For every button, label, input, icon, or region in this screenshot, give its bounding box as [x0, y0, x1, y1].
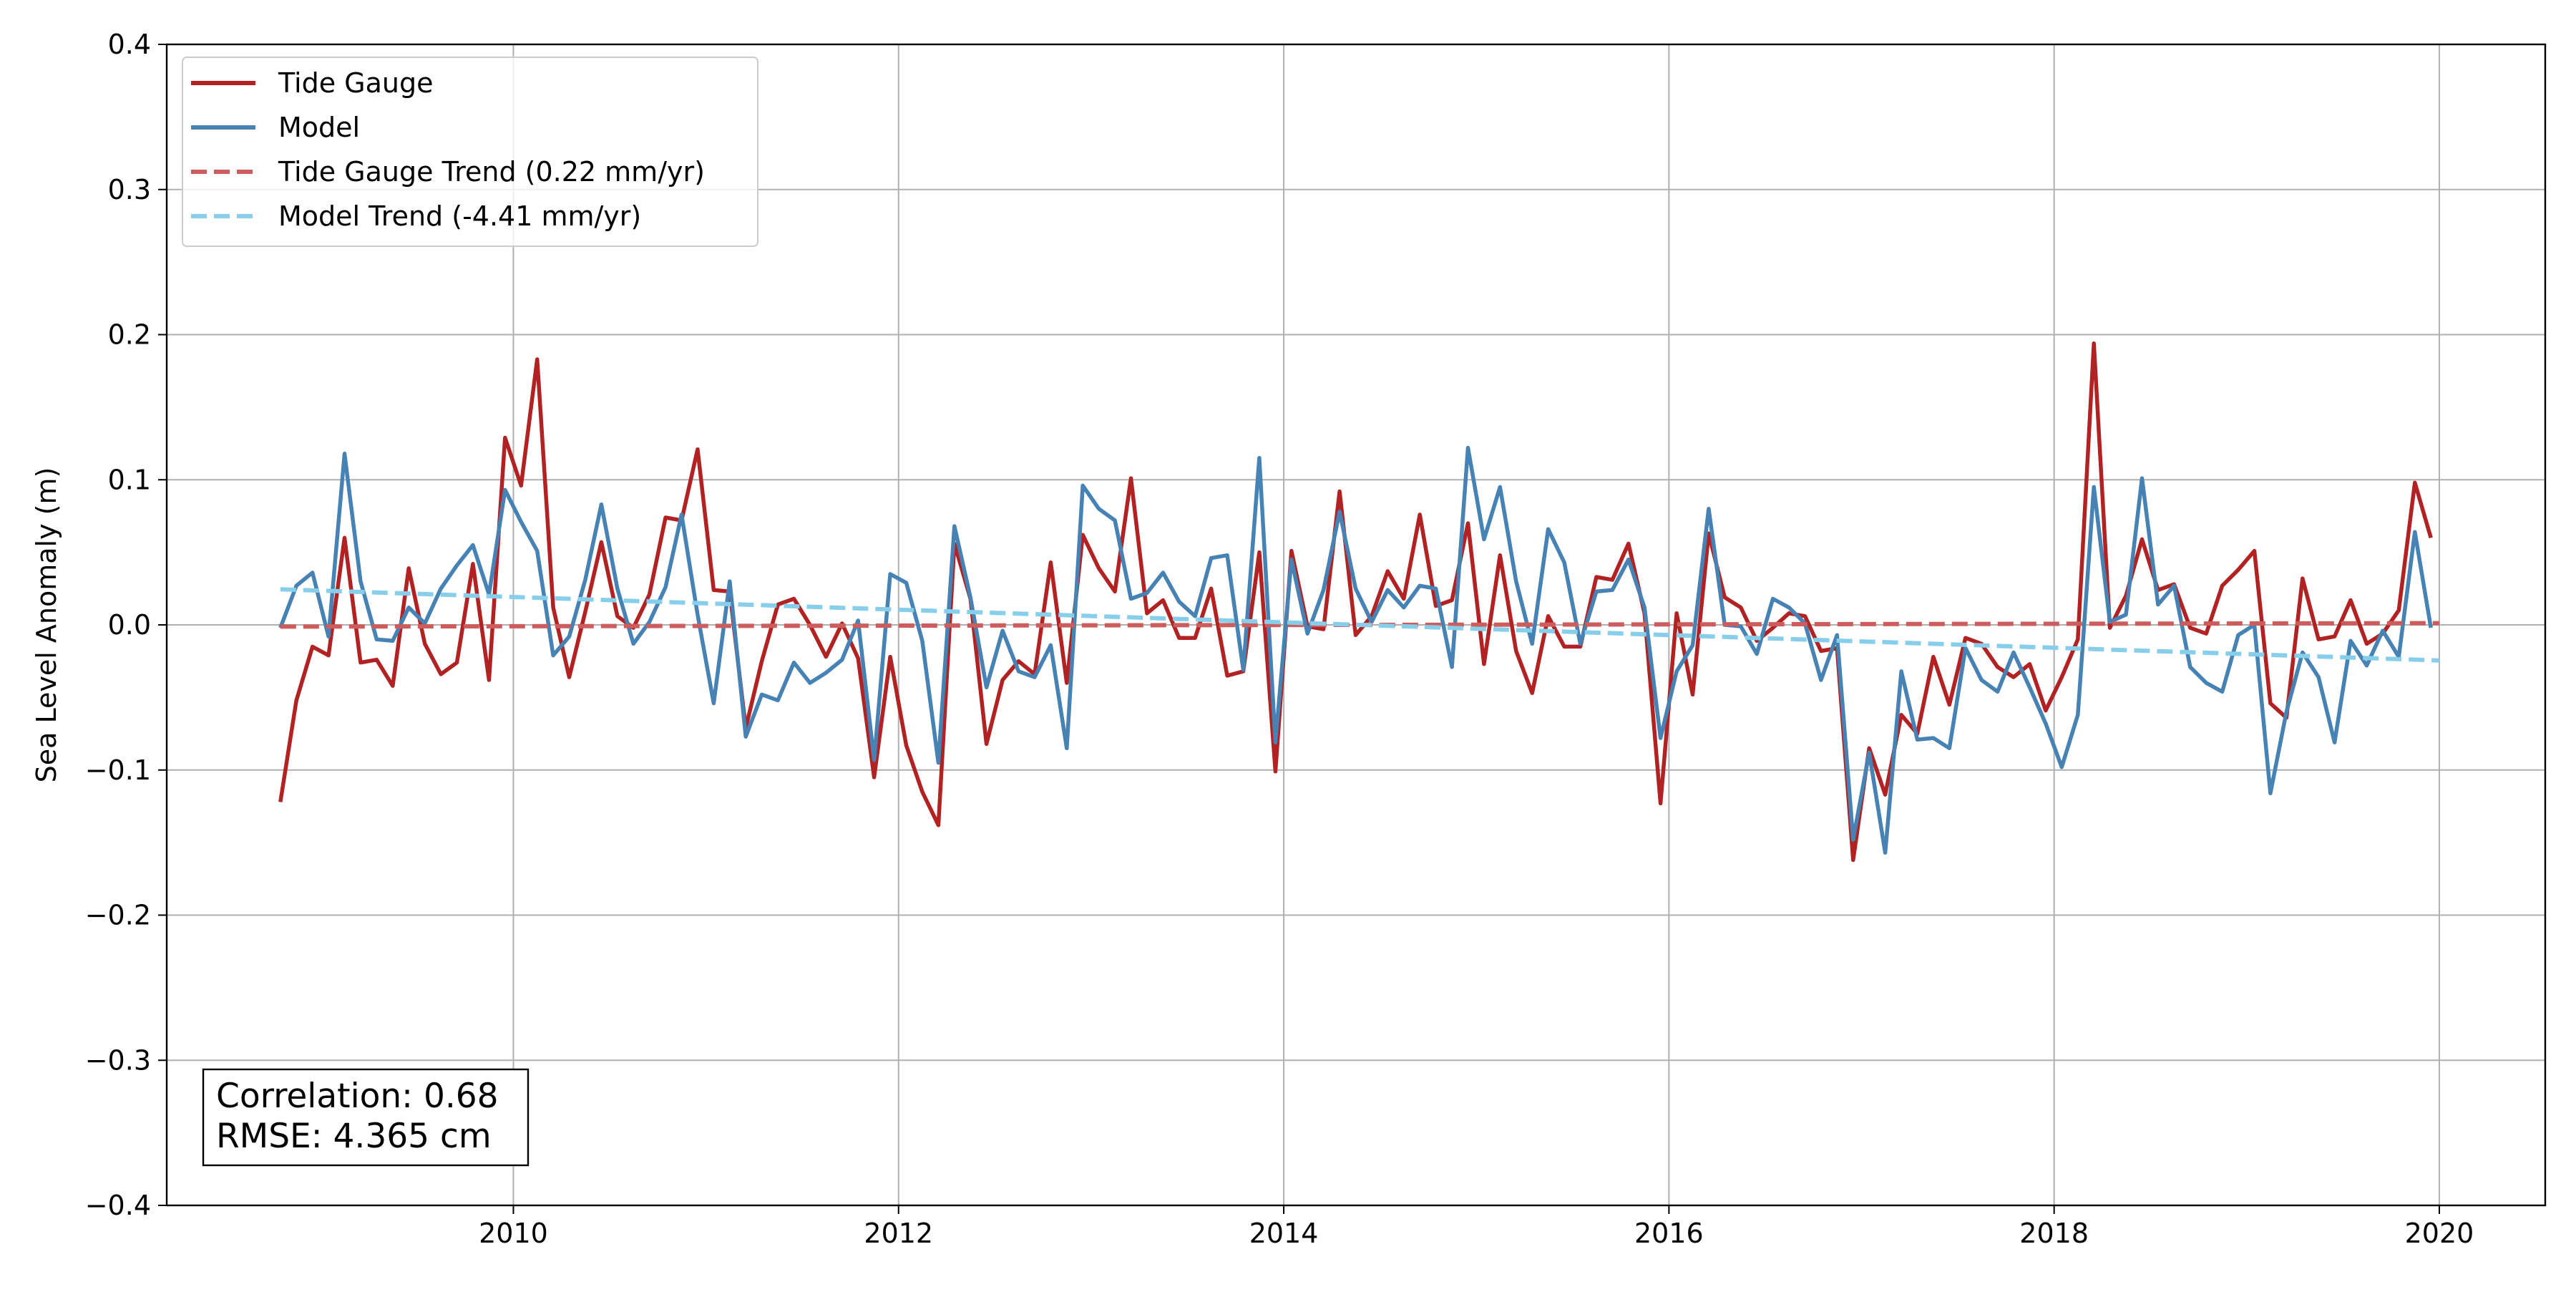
correlation-text: Correlation: 0.68 — [216, 1077, 499, 1116]
y-tick-label: 0.0 — [108, 609, 151, 641]
y-tick-label: 0.1 — [108, 464, 151, 495]
y-tick-label: −0.3 — [85, 1044, 151, 1076]
y-axis-label: Sea Level Anomaly (m) — [31, 467, 62, 783]
rmse-text: RMSE: 4.365 cm — [216, 1117, 492, 1156]
y-tick-label: −0.1 — [85, 754, 151, 786]
x-tick-label: 2016 — [1634, 1218, 1704, 1249]
x-tick-label: 2012 — [864, 1218, 933, 1249]
legend: Tide Gauge Model Tide Gauge Trend (0.22 mm… — [182, 57, 758, 247]
series-line-3 — [280, 587, 2440, 663]
legend-label: Model Trend (-4.41 mm/yr) — [278, 200, 641, 232]
legend-box — [182, 57, 758, 247]
series-line-0 — [278, 341, 2433, 863]
x-tick-label: 2018 — [2019, 1218, 2089, 1249]
y-tick-label: 0.3 — [108, 174, 151, 205]
y-tick-label: 0.2 — [108, 319, 151, 351]
legend-items: Tide Gauge Model Tide Gauge Trend (0.22 mm… — [191, 67, 705, 232]
x-tick-label: 2010 — [479, 1218, 548, 1249]
x-tick-label: 2014 — [1249, 1218, 1319, 1249]
stats-box: Correlation: 0.68 RMSE: 4.365 cm — [202, 1068, 530, 1167]
legend-label: Tide Gauge Trend (0.22 mm/yr) — [278, 156, 705, 188]
x-tick-label: 2020 — [2405, 1218, 2474, 1249]
y-tick-label: 0.4 — [108, 29, 151, 60]
legend-label: Model — [278, 112, 360, 143]
series-layer — [278, 341, 2440, 863]
y-tick-label: −0.2 — [85, 900, 151, 931]
ticks: 2010 2012 2014 2016 2018 2020 −0.4 −0.3 −0.2 −0.1… — [85, 29, 2474, 1249]
stats-box-frame — [202, 1068, 530, 1167]
legend-label: Tide Gauge — [278, 67, 434, 99]
series-line-1 — [278, 445, 2433, 855]
y-tick-label: −0.4 — [85, 1190, 151, 1221]
